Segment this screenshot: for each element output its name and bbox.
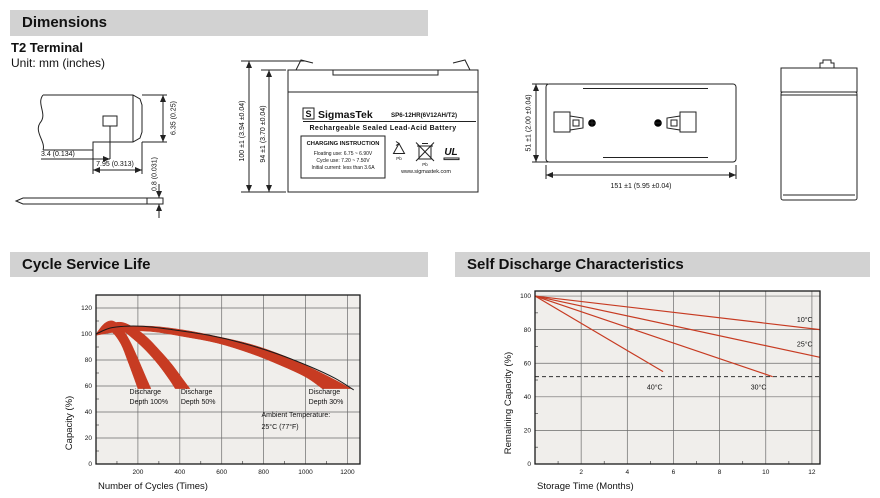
- x-axis-label: Number of Cycles (Times): [98, 481, 208, 492]
- cycle-service-life-chart: Discharge Depth 100% Discharge Depth 50% Dis…: [64, 294, 361, 492]
- x-tick-label: 1200: [340, 469, 355, 476]
- brand-logo: [302, 107, 315, 120]
- negative-symbol: [654, 119, 662, 127]
- charging-line-2: Cycle use: 7.20 ~ 7.50V: [316, 158, 370, 164]
- battery-front-view-drawing: S SigmasTek SP6-12HR(6V12AH/T2) Recharge…: [239, 59, 479, 193]
- series-label: 10°C: [797, 316, 813, 324]
- y-tick-label: 0: [527, 461, 531, 468]
- series-label: 25°C: [797, 340, 813, 348]
- chart-annotation: Discharge: [130, 389, 162, 396]
- x-tick-label: 200: [132, 469, 143, 476]
- chart-annotation: 25°C (77°F): [262, 423, 299, 431]
- envelope-line: [95, 325, 354, 391]
- dim-tab-height: 6.35 (0.25): [171, 101, 178, 135]
- chart-annotation: Discharge: [181, 389, 213, 396]
- positive-terminal: [553, 111, 571, 133]
- unit-label: Unit: mm (inches): [11, 56, 106, 70]
- product-subtitle: Rechargeable Sealed Lead-Acid Battery: [309, 125, 456, 132]
- svg-text:UL: UL: [444, 147, 457, 158]
- y-tick-label: 80: [524, 327, 532, 334]
- x-tick-label: 4: [625, 469, 629, 476]
- terminal-type-label: T2 Terminal: [11, 40, 84, 55]
- plot-frame: [534, 290, 821, 465]
- series-label: 30°C: [751, 383, 767, 391]
- self-discharge-chart: 10°C 25°C 30°C 40°C 2 4 6 8 10 12 0 20 40 60 80 100 Stor…: [503, 290, 821, 492]
- x-tick-label: 400: [174, 469, 185, 476]
- positive-symbol: [588, 119, 596, 127]
- left-handle: [295, 59, 314, 71]
- band-discharge-depth-50-: [95, 321, 191, 389]
- plot-area: [535, 291, 820, 464]
- battery-side-view-drawing: [780, 59, 858, 201]
- cycle-service-life-header: Cycle Service Life: [10, 252, 428, 277]
- y-tick-label: 40: [85, 409, 93, 416]
- y-tick-label: 60: [524, 360, 532, 367]
- x-tick-label: 1000: [298, 469, 313, 476]
- dimensions-section-header: Dimensions: [10, 10, 428, 36]
- x-tick-label: 12: [808, 469, 816, 476]
- battery-top-view-drawing: 51 ±1 (2.00 ±0.04) 151 ±1 (5.95 ±0.04): [526, 83, 737, 190]
- brand-logo-letter: S: [305, 109, 311, 119]
- y-tick-label: 20: [524, 428, 532, 435]
- self-discharge-header: Self Discharge Characteristics: [455, 252, 870, 277]
- brand-text: SigmasTek: [318, 109, 373, 121]
- chart-annotation: Depth 50%: [181, 399, 216, 406]
- y-tick-label: 100: [520, 293, 531, 300]
- x-tick-label: 6: [672, 469, 676, 476]
- x-tick-label: 8: [718, 469, 722, 476]
- svg-text:Pb: Pb: [422, 162, 428, 167]
- dim-length: 151 ±1 (5.95 ±0.04): [610, 183, 671, 190]
- series-line-30-c: [534, 295, 773, 378]
- dim-width: 51 ±1 (2.00 ±0.04): [526, 94, 533, 151]
- model-text: SP6-12HR(6V12AH/T2): [391, 112, 457, 119]
- charging-line-3: Initial current: less than 3.6A: [311, 165, 375, 171]
- right-handle: [452, 59, 471, 71]
- terminal-hole: [102, 115, 118, 127]
- band-discharge-depth-100-: [95, 320, 152, 389]
- crossed-trash-pb-icon: Pb: [415, 142, 435, 167]
- series-line-25-c: [534, 295, 821, 358]
- svg-text:Pb: Pb: [396, 156, 402, 161]
- charging-instruction-box: [300, 135, 386, 179]
- y-tick-label: 20: [85, 435, 93, 442]
- terminal-plate-side: [14, 197, 164, 205]
- negative-terminal: [679, 111, 697, 133]
- dim-tab-offset: 3.4 (0.134): [41, 151, 75, 158]
- chart-annotation: Discharge: [309, 389, 341, 396]
- ul-certification-icon: UL: [443, 147, 460, 161]
- series-label: 40°C: [647, 383, 663, 391]
- dim-case-height: 94 ±1 (3.70 ±0.04): [260, 105, 267, 162]
- x-tick-label: 2: [579, 469, 583, 476]
- y-tick-label: 60: [85, 383, 93, 390]
- chart-annotation: Depth 30%: [309, 399, 344, 406]
- x-tick-label: 10: [762, 469, 770, 476]
- break-line: [37, 94, 44, 151]
- charging-title: CHARGING INSTRUCTION: [307, 141, 380, 147]
- charging-line-1: Floating use: 6.75 ~ 6.90V: [314, 151, 373, 157]
- x-axis-label: Storage Time (Months): [537, 481, 634, 492]
- y-tick-label: 80: [85, 357, 93, 364]
- y-tick-label: 0: [88, 461, 92, 468]
- series-line-10-c: [534, 295, 821, 331]
- series-line-40-c: [534, 295, 664, 373]
- chart-annotation: Ambient Temperature:: [262, 412, 331, 419]
- y-axis-label: Remaining Capacity (%): [503, 352, 514, 454]
- plot-frame: [95, 294, 361, 465]
- chart-annotation: Depth 100%: [130, 399, 169, 406]
- dim-tab-width: 7.95 (0.313): [96, 161, 134, 168]
- dim-plate-thickness: 0.8 (0.031): [152, 157, 159, 191]
- x-tick-label: 600: [216, 469, 227, 476]
- y-tick-label: 100: [81, 331, 92, 338]
- y-tick-label: 120: [81, 305, 92, 312]
- dim-overall-height: 100 ±1 (3.94 ±0.04): [239, 100, 246, 161]
- terminal-profile: [819, 59, 835, 68]
- y-tick-label: 40: [524, 394, 532, 401]
- x-tick-label: 800: [258, 469, 269, 476]
- terminal-detail-drawing: 3.4 (0.134) 7.95 (0.313) 6.35 (0.25) 0.8…: [14, 94, 178, 218]
- website-text: www.sigmastek.com: [400, 169, 451, 175]
- recycle-pb-icon: Pb: [392, 141, 406, 161]
- y-axis-label: Capacity (%): [64, 396, 75, 450]
